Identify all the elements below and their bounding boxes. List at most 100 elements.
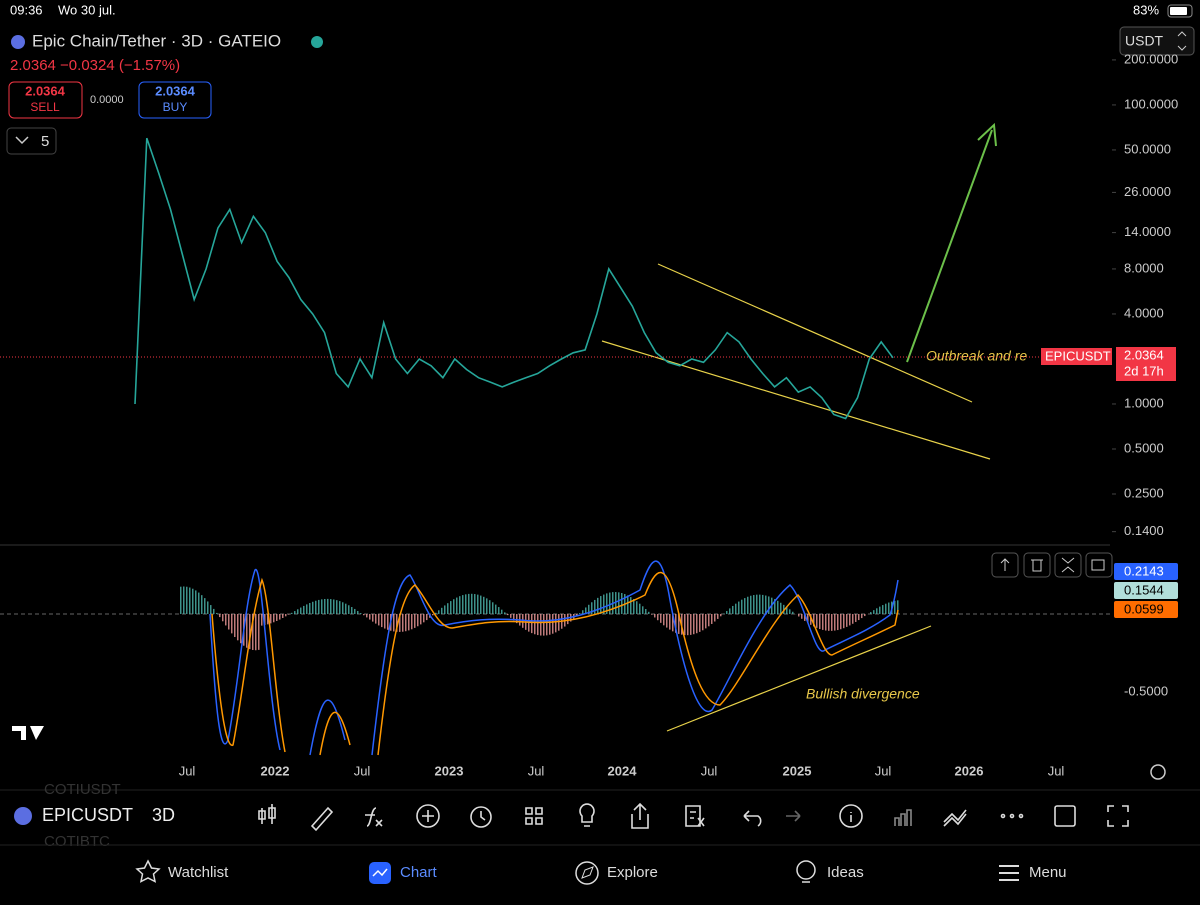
histogram-bar xyxy=(690,614,692,635)
histogram-bar xyxy=(198,593,200,614)
y-tick-label: 0.2500 xyxy=(1124,485,1164,500)
histogram-bar xyxy=(444,605,446,614)
histogram-bar xyxy=(720,614,722,616)
histogram-bar xyxy=(618,592,620,614)
histogram-bar xyxy=(318,600,320,614)
histogram-bar xyxy=(492,602,494,614)
histogram-bar xyxy=(423,614,425,622)
histogram-bar xyxy=(735,604,737,614)
histogram-bar xyxy=(597,598,599,614)
histogram-bar xyxy=(231,614,233,633)
histogram-bar xyxy=(882,605,884,614)
histogram-bar xyxy=(225,614,227,625)
histogram-bar xyxy=(204,598,206,614)
histogram-bar xyxy=(741,600,743,614)
histogram-bar xyxy=(450,601,452,614)
x-tick-label: Jul xyxy=(1048,763,1065,778)
histogram-bar xyxy=(474,594,476,614)
histogram-bar xyxy=(369,614,371,620)
histogram-bar xyxy=(555,614,557,632)
toolbar-interval[interactable]: 3D xyxy=(152,805,175,825)
histogram-bar xyxy=(408,614,410,630)
histogram-bar xyxy=(543,614,545,636)
histogram-bar xyxy=(639,604,641,614)
histogram-bar xyxy=(501,610,503,614)
ghost-symbol: COTIBTC xyxy=(44,833,110,850)
histogram-bar xyxy=(702,614,704,630)
status-time: 09:36 xyxy=(10,2,43,17)
histogram-bar xyxy=(825,614,827,631)
histogram-bar xyxy=(738,602,740,614)
toolbar-symbol[interactable]: EPICUSDT xyxy=(42,805,133,825)
macd-value: 0.2143 xyxy=(1124,563,1164,578)
histogram-bar xyxy=(381,614,383,627)
nav-menu[interactable]: Menu xyxy=(1029,864,1067,881)
histogram-bar xyxy=(348,605,350,614)
x-tick-label: 2022 xyxy=(261,763,290,778)
macd-axis-label: -0.5000 xyxy=(1124,683,1168,698)
histogram-bar xyxy=(270,614,272,623)
histogram-bar xyxy=(855,614,857,622)
nav-ideas[interactable]: Ideas xyxy=(827,864,864,881)
histogram-bar xyxy=(819,614,821,629)
x-tick-label: 2024 xyxy=(608,763,638,778)
histogram-bar xyxy=(330,599,332,614)
histogram-bar xyxy=(717,614,719,619)
histogram-bar xyxy=(663,614,665,625)
histogram-bar xyxy=(216,613,218,614)
histogram-bar xyxy=(654,614,656,617)
histogram-bar xyxy=(222,614,224,621)
histogram-bar xyxy=(417,614,419,626)
histogram-bar xyxy=(846,614,848,627)
histogram-bar xyxy=(237,614,239,640)
nav-explore[interactable]: Explore xyxy=(607,864,658,881)
histogram-bar xyxy=(309,603,311,614)
nav-watchlist[interactable]: Watchlist xyxy=(168,864,229,881)
histogram-bar xyxy=(324,599,326,614)
y-tick-label: 100.0000 xyxy=(1124,96,1178,111)
histogram-bar xyxy=(432,614,434,615)
histogram-bar xyxy=(843,614,845,628)
histogram-bar xyxy=(621,593,623,614)
coin-icon xyxy=(14,807,32,825)
y-tick-label: 26.0000 xyxy=(1124,184,1171,199)
histogram-bar xyxy=(636,601,638,614)
histogram-bar xyxy=(384,614,386,629)
histogram-bar xyxy=(894,601,896,614)
countdown: 2d 17h xyxy=(1124,363,1164,378)
histogram-bar xyxy=(540,614,542,636)
histogram-bar xyxy=(363,614,365,615)
nav-chart[interactable]: Chart xyxy=(400,864,438,881)
histogram-bar xyxy=(180,587,182,614)
histogram-bar xyxy=(465,594,467,614)
histogram-bar xyxy=(468,594,470,614)
histogram-bar xyxy=(558,614,560,631)
y-tick-label: 4.0000 xyxy=(1124,305,1164,320)
histogram-bar xyxy=(186,587,188,614)
histogram-bar xyxy=(792,612,794,614)
histogram-bar xyxy=(537,614,539,635)
histogram-bar xyxy=(756,595,758,614)
symbol-title[interactable]: Epic Chain/Tether · 3D · GATEIO xyxy=(32,31,281,50)
histogram-bar xyxy=(471,594,473,614)
histogram-bar xyxy=(462,595,464,614)
histogram-bar xyxy=(753,595,755,614)
histogram-bar xyxy=(273,614,275,622)
histogram-bar xyxy=(234,614,236,637)
histogram-bar xyxy=(600,596,602,614)
histogram-bar xyxy=(402,614,404,632)
histogram-bar xyxy=(861,614,863,618)
sell-price: 2.0364 xyxy=(25,83,66,98)
histogram-bar xyxy=(684,614,686,635)
histogram-bar xyxy=(876,608,878,614)
histogram-bar xyxy=(630,597,632,614)
histogram-bar xyxy=(552,614,554,634)
histogram-bar xyxy=(594,600,596,614)
histogram-bar xyxy=(255,614,257,650)
y-tick-label: 8.0000 xyxy=(1124,260,1164,275)
histogram-bar xyxy=(489,600,491,614)
histogram-bar xyxy=(759,595,761,614)
battery-level xyxy=(1170,7,1187,15)
y-tick-label: 0.1400 xyxy=(1124,523,1164,538)
y-tick-label: 14.0000 xyxy=(1124,224,1171,239)
